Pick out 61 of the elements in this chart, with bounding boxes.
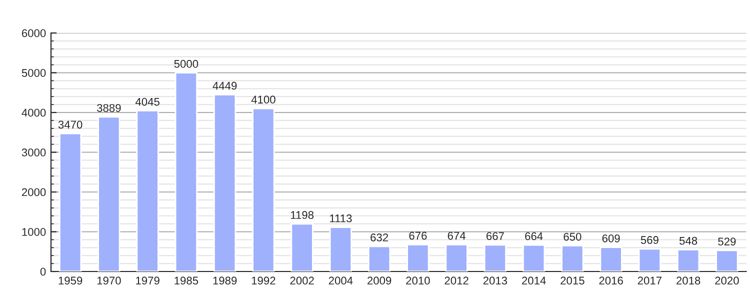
bar xyxy=(484,244,507,272)
data-label: 650 xyxy=(564,232,582,241)
x-tick-label: 1979 xyxy=(136,276,160,285)
x-tick-label: 2013 xyxy=(483,276,508,285)
y-tick-label: 5000 xyxy=(22,69,46,77)
x-tick-label: 2010 xyxy=(406,276,430,285)
x-tick-label: 1959 xyxy=(58,276,82,285)
bar xyxy=(58,132,82,272)
bar xyxy=(213,94,236,272)
y-tick-label: 2000 xyxy=(22,188,46,196)
data-label: 4449 xyxy=(212,82,237,90)
data-label: 1198 xyxy=(290,211,314,219)
data-label: 664 xyxy=(525,232,543,240)
bar xyxy=(174,72,198,272)
data-label: 674 xyxy=(448,232,466,240)
y-tick-label: 0 xyxy=(40,268,46,276)
data-label: 569 xyxy=(640,236,658,244)
bar xyxy=(676,249,700,272)
x-tick-label: 2015 xyxy=(560,276,584,285)
bar xyxy=(252,108,275,272)
bar xyxy=(406,244,430,272)
x-tick-label: 1992 xyxy=(252,276,276,285)
data-label: 548 xyxy=(679,236,698,245)
data-label: 609 xyxy=(602,234,620,242)
data-label: 632 xyxy=(370,234,388,242)
data-label: 4045 xyxy=(135,98,160,106)
y-tick-label: 6000 xyxy=(22,29,46,38)
y-tick-label: 1000 xyxy=(22,228,46,236)
y-tick-label: 3000 xyxy=(22,148,46,156)
x-tick-label: 2009 xyxy=(368,276,392,285)
bar xyxy=(136,110,159,272)
data-label: 3470 xyxy=(58,120,82,129)
bar xyxy=(561,244,584,272)
data-label: 667 xyxy=(486,232,504,240)
x-tick-label: 1985 xyxy=(174,276,198,285)
bar xyxy=(290,223,314,272)
bar xyxy=(716,250,738,272)
x-tick-label: 1989 xyxy=(213,276,237,285)
x-tick-label: 2014 xyxy=(522,276,546,285)
x-tick-label: 2016 xyxy=(599,276,623,285)
x-tick-label: 2012 xyxy=(444,276,468,285)
bar xyxy=(445,244,468,272)
data-label: 4100 xyxy=(251,96,276,104)
y-tick-label: 4000 xyxy=(22,108,46,117)
bar xyxy=(368,246,391,272)
data-label: 1113 xyxy=(330,214,352,222)
bar xyxy=(522,244,546,272)
x-tick-label: 2002 xyxy=(290,276,314,285)
data-label: 3889 xyxy=(97,104,121,112)
x-tick-label: 1970 xyxy=(97,276,121,285)
data-label: 5000 xyxy=(174,60,198,68)
x-tick-label: 2020 xyxy=(715,276,739,285)
data-label: 676 xyxy=(409,232,427,240)
x-tick-label: 2017 xyxy=(638,276,662,285)
bar xyxy=(638,248,662,272)
bar xyxy=(329,226,352,272)
bar xyxy=(600,246,622,272)
x-tick-label: 2018 xyxy=(676,276,700,285)
bar xyxy=(98,116,120,272)
data-label: 529 xyxy=(718,238,736,246)
x-tick-label: 2004 xyxy=(328,276,353,285)
